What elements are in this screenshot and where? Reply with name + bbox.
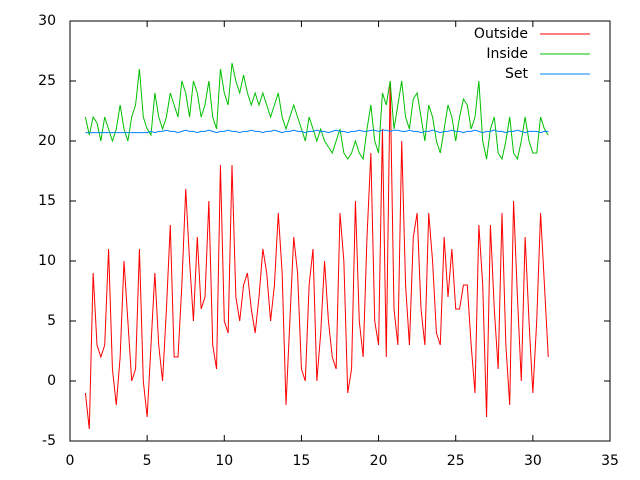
- x-tick-label: 25: [447, 453, 465, 469]
- x-tick-label: 35: [601, 453, 619, 469]
- x-tick-label: 20: [370, 453, 388, 469]
- y-tick-label: 20: [38, 133, 56, 149]
- legend-label: Inside: [486, 46, 528, 62]
- y-tick-label: 30: [38, 13, 56, 29]
- x-tick-label: 10: [215, 453, 233, 469]
- y-tick-label: 10: [38, 253, 56, 269]
- y-tick-label: 5: [47, 313, 56, 329]
- series-line: [84, 62, 549, 161]
- x-tick-label: 30: [524, 453, 542, 469]
- y-tick-label: 25: [38, 73, 56, 89]
- series-line: [85, 129, 549, 134]
- series-line: [84, 80, 549, 430]
- x-tick-label: 0: [66, 453, 75, 469]
- plot-frame: [69, 20, 611, 442]
- x-tick-label: 15: [293, 453, 311, 469]
- legend-label: Set: [505, 66, 529, 82]
- x-tick-label: 5: [143, 453, 152, 469]
- y-tick-label: 0: [47, 373, 56, 389]
- y-tick-label: 15: [38, 193, 56, 209]
- y-tick-label: -5: [42, 433, 56, 449]
- legend-label: Outside: [474, 26, 528, 42]
